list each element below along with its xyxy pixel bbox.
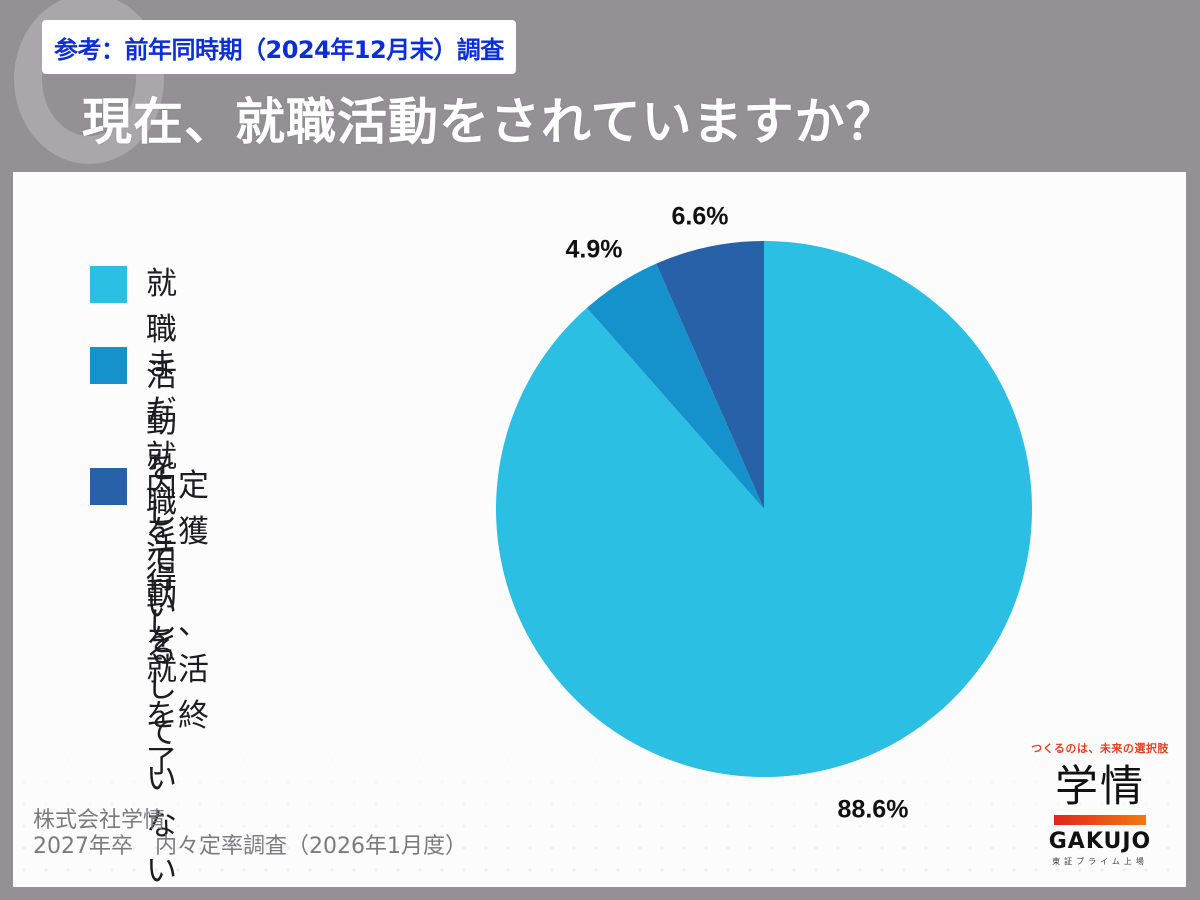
logo-listing: 東証プライム上場	[1052, 857, 1148, 866]
source-survey: 2027年卒 内々定率調査（2026年1月度）	[33, 834, 467, 859]
legend-item-not-yet: まだ就職活動を していない	[90, 347, 178, 894]
gakujo-logo: つくるのは、未来の選択肢 学情 GAKUJO 東証プライム上場	[1025, 740, 1175, 867]
legend-label: 就職活動をしている	[146, 266, 178, 670]
legend-item-finished: 内定を獲得し、 就活を終了	[90, 468, 210, 785]
decorative-dot-pattern	[13, 727, 1186, 887]
legend-label: まだ就職活動を していない	[146, 347, 178, 889]
legend-label: 内定を獲得し、 就活を終了	[146, 468, 210, 780]
reference-badge: 参考：前年同時期（2024年12月末）調査	[42, 20, 516, 74]
legend-item-active: 就職活動をしている	[90, 266, 178, 675]
legend-swatch	[90, 266, 127, 303]
logo-tagline: つくるのは、未来の選択肢	[1031, 742, 1169, 755]
page-title: 現在、就職活動をされていますか？	[82, 93, 897, 151]
pct-label-active: 88.6%	[837, 795, 909, 824]
logo-kanji: 学情	[1055, 762, 1145, 812]
pct-label-finished: 6.6%	[671, 202, 729, 231]
logo-english: GAKUJO	[1048, 829, 1152, 854]
legend-swatch	[90, 347, 127, 384]
logo-gradient-bar	[1054, 815, 1146, 825]
pct-label-not-yet: 4.9%	[565, 235, 623, 264]
slice-finished	[656, 241, 764, 509]
slice-not-yet	[586, 263, 764, 509]
source-credit: 株式会社学情 2027年卒 内々定率調査（2026年1月度）	[33, 808, 467, 860]
legend-swatch	[90, 468, 127, 505]
source-company: 株式会社学情	[33, 808, 166, 833]
chart-panel: 就職活動をしている まだ就職活動を していない 内定を獲得し、 就活を終了 88…	[13, 172, 1186, 889]
pie-chart	[495, 241, 1032, 777]
